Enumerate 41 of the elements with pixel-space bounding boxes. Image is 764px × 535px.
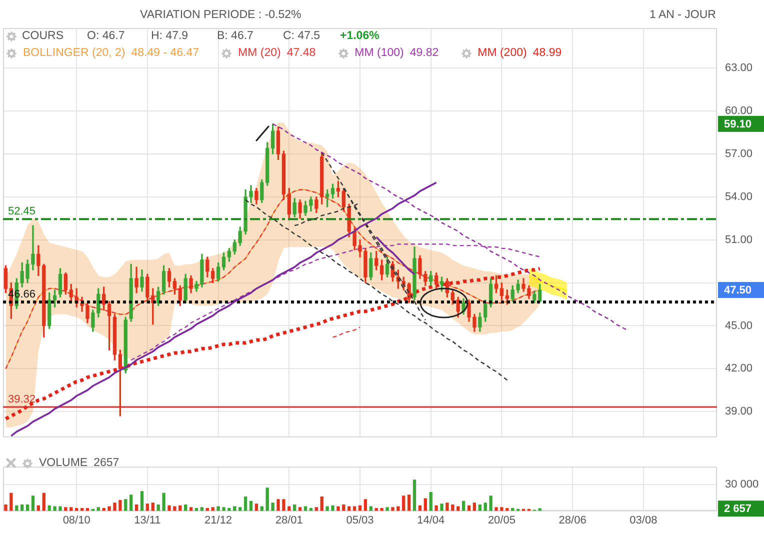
annotation: 48.99: [532, 46, 562, 60]
text: MM (20): [238, 46, 281, 60]
ref-line-label: 52.45: [8, 206, 36, 218]
text: VOLUME: [39, 456, 88, 470]
y-tick-label: 39.00: [725, 406, 753, 418]
y-tick-label: 57.00: [725, 148, 753, 160]
annotation: 48.49 - 46.47: [131, 46, 200, 60]
chart-title: VARIATION PERIODE : -0.52%: [140, 8, 302, 22]
text: BOLLINGER (20, 2): [23, 46, 126, 60]
y-tick-label: 30 000: [725, 478, 759, 490]
text: MM (100): [354, 46, 404, 60]
y-tick-label: 51.00: [725, 234, 753, 246]
x-tick-label: 08/10: [62, 514, 90, 527]
ref-line-label: 39.32: [8, 394, 36, 406]
x-tick-label: 03/08: [630, 514, 658, 527]
text: 59.10: [724, 118, 752, 130]
y-tick-label: 42.00: [725, 362, 753, 375]
annotation: COURS: [22, 29, 64, 43]
annotation: H: 47.9: [151, 29, 188, 43]
y-tick-label: 60.00: [725, 105, 753, 118]
text: 2 657: [724, 503, 752, 516]
annotation: 49.82: [410, 46, 439, 60]
x-tick-label: 20/05: [488, 514, 516, 527]
annotation: 47.48: [286, 46, 316, 60]
annotation: 2657: [94, 456, 120, 470]
text: MM (200): [478, 46, 527, 60]
x-tick-label: 28/06: [558, 514, 586, 527]
y-tick-label: 45.00: [725, 320, 753, 332]
x-tick-label: 05/03: [346, 514, 374, 527]
y-tick-label: 54.00: [725, 190, 753, 203]
chart-subtitle: 1 AN - JOUR: [650, 8, 716, 22]
x-tick-label: 13/11: [134, 514, 161, 527]
x-tick-label: 28/01: [275, 514, 303, 527]
x-tick-label: 14/04: [417, 514, 445, 527]
text: 47.50: [724, 284, 752, 296]
annotation: B: 46.7: [217, 29, 254, 43]
annotation: C: 47.5: [283, 29, 320, 43]
annotation: +1.06%: [340, 29, 380, 43]
y-tick-label: 63.00: [725, 62, 753, 74]
x-tick-label: 21/12: [204, 514, 232, 527]
annotation: O: 46.7: [87, 29, 125, 43]
